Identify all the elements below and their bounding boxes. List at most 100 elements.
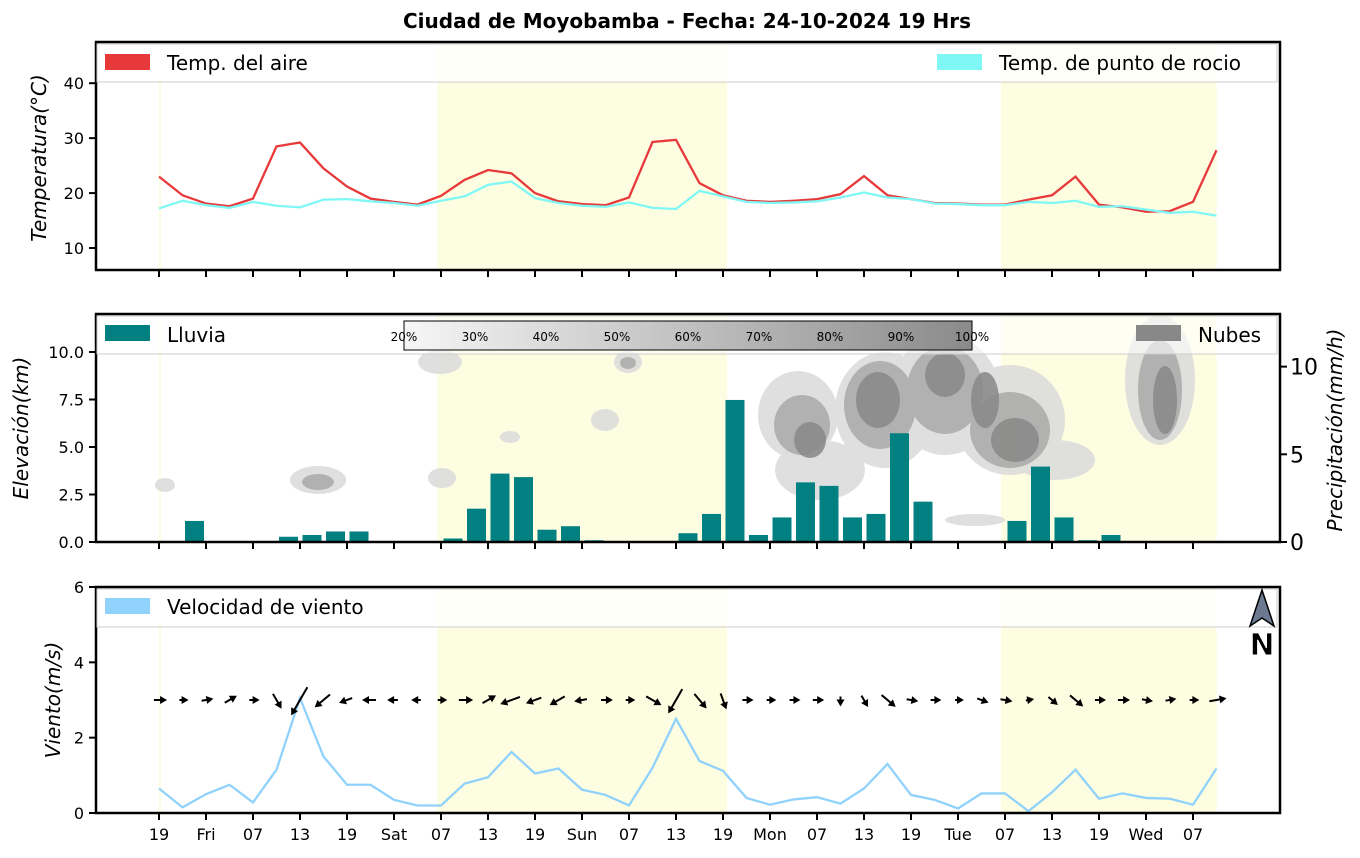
wind-arrow: [813, 696, 824, 704]
rain-bar: [726, 400, 745, 542]
x-tick-label: 07: [619, 825, 639, 844]
rain-bar: [820, 486, 839, 542]
x-tick-label: 19: [525, 825, 545, 844]
dew-point-legend-label: Temp. de punto de rocio: [998, 51, 1241, 75]
colorbar-label: 60%: [675, 330, 702, 344]
colorbar-label: 50%: [604, 330, 631, 344]
rain-bar: [843, 517, 862, 542]
north-label: N: [1249, 628, 1274, 663]
colorbar-label: 100%: [955, 330, 989, 344]
x-tick-label: 13: [1042, 825, 1062, 844]
wind-arrow-head: [837, 700, 845, 707]
rain-bar: [914, 502, 933, 542]
wind-arrow-shaft: [225, 699, 232, 703]
wind-arrow-head: [769, 696, 776, 704]
x-tick-label: 07: [995, 825, 1015, 844]
rain-bar: [773, 517, 792, 542]
x-tick-label: 07: [243, 825, 263, 844]
rain-bar: [538, 530, 557, 542]
temperature-y-label: Temperatura(°C): [27, 74, 51, 242]
y-tick-label: 20: [64, 184, 84, 203]
wind-arrow-head: [338, 697, 347, 707]
rain-bar: [796, 482, 815, 542]
wind-arrow-head: [957, 696, 964, 704]
wind-arrow: [976, 695, 990, 707]
y-tick-label: 2: [74, 729, 84, 748]
colorbar-label: 80%: [817, 330, 844, 344]
x-tick-label: 13: [666, 825, 686, 844]
colorbar-labels: 20%30%40%50%60%70%80%90%100%: [391, 330, 989, 344]
wind-arrow: [837, 697, 845, 707]
wind-arrow-head: [981, 696, 990, 706]
wind-arrow: [179, 696, 188, 704]
air-temp-swatch: [105, 54, 150, 70]
colorbar-label: 20%: [391, 330, 418, 344]
x-tick-label: Sun: [567, 825, 597, 844]
rain-bar: [1055, 517, 1074, 542]
x-tick-label: 07: [807, 825, 827, 844]
x-tick-label: 13: [290, 825, 310, 844]
x-tick-label: 07: [1183, 825, 1203, 844]
wind-arrow: [790, 696, 801, 704]
wind-arrow: [269, 692, 285, 711]
y-tick-label: 7.5: [59, 391, 84, 410]
y-tick-label: 10.0: [48, 343, 84, 362]
x-tick-label: Tue: [943, 825, 971, 844]
rain-bar: [185, 521, 204, 542]
wind-arrow: [931, 696, 942, 704]
wind-arrow-shaft: [319, 695, 330, 704]
y-tick-label: 4: [74, 653, 84, 672]
y-tick-label: 30: [64, 129, 84, 148]
wind-arrow-head: [861, 699, 871, 709]
x-tick-label: 19: [901, 825, 921, 844]
wind-arrow: [879, 692, 898, 710]
y-tick-label: 10: [1290, 356, 1318, 381]
rain-bar: [350, 531, 369, 542]
wind-arrow: [858, 694, 872, 709]
rain-bar: [679, 533, 698, 542]
rain-bar: [867, 514, 886, 542]
wind-arrow-head: [206, 695, 214, 704]
wind-swatch: [105, 598, 150, 614]
colorbar-label: 40%: [533, 330, 560, 344]
wind-arrow-shaft: [345, 698, 353, 701]
wind-arrow: [955, 696, 964, 704]
wind-arrow-shaft: [580, 699, 587, 700]
cloud-legend-label: Nubes: [1198, 323, 1261, 347]
wind-arrow-head: [275, 701, 285, 711]
wind-y-label: Viento(m/s): [41, 642, 65, 759]
rain-bar: [491, 474, 510, 542]
wind-arrow-head: [1219, 694, 1227, 703]
wind-arrow: [288, 685, 311, 717]
wind-arrow-head: [911, 696, 919, 705]
wind-arrow-head: [362, 696, 369, 704]
y-tick-label: 2.5: [59, 486, 84, 505]
wind-arrow: [312, 691, 332, 710]
rain-bar: [326, 531, 345, 542]
x-tick-label: 19: [713, 825, 733, 844]
wind-legend-label: Velocidad de viento: [167, 595, 364, 619]
colorbar-label: 70%: [746, 330, 773, 344]
wind-arrow-head: [387, 696, 394, 704]
wind-arrow-head: [253, 696, 260, 704]
y-tick-label: 5.0: [59, 438, 84, 457]
x-tick-label: 19: [1089, 825, 1109, 844]
x-tick-label: Fri: [196, 825, 215, 844]
wind-arrow-head: [747, 696, 754, 704]
x-tick-label: 07: [431, 825, 451, 844]
rain-bar: [467, 509, 486, 542]
colorbar-label: 30%: [462, 330, 489, 344]
temperature-legend: Temp. del aire Temp. de punto de rocio: [97, 44, 1277, 82]
wind-arrow-shaft: [273, 694, 279, 704]
y-tick-label: 6: [74, 578, 84, 597]
rain-bar: [1008, 521, 1027, 542]
wind-arrow-head: [182, 696, 189, 704]
rain-bar: [702, 514, 721, 542]
